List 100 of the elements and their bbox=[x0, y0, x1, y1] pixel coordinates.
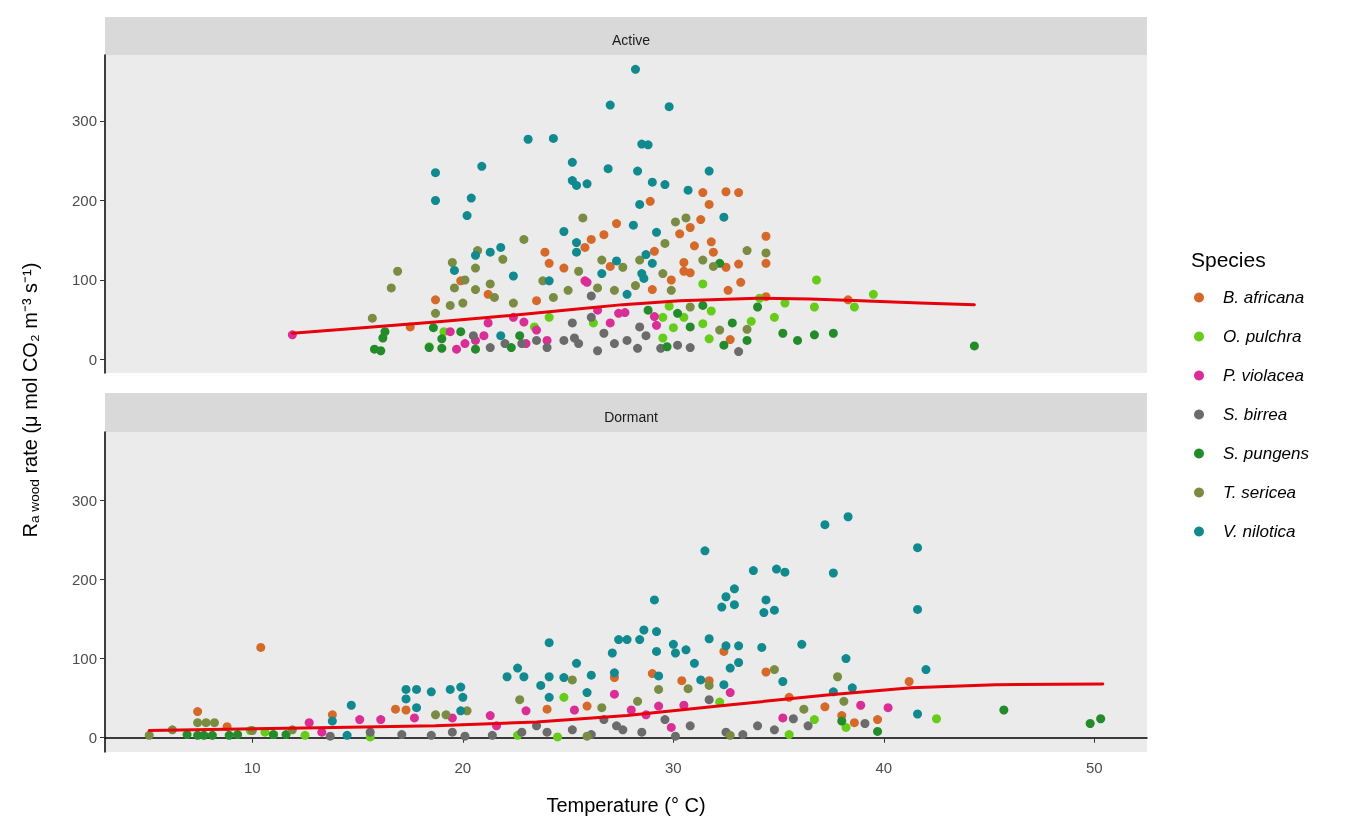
point bbox=[647, 258, 657, 268]
point bbox=[725, 688, 735, 698]
point bbox=[849, 302, 859, 312]
point bbox=[426, 730, 436, 740]
point bbox=[582, 179, 592, 189]
y-tick-label: 0 bbox=[88, 729, 97, 747]
point bbox=[466, 193, 476, 203]
point bbox=[431, 195, 440, 205]
point bbox=[567, 157, 577, 167]
point bbox=[449, 265, 459, 275]
y-tick-label: 200 bbox=[71, 570, 97, 588]
point bbox=[487, 730, 497, 740]
point bbox=[761, 231, 771, 241]
point bbox=[224, 730, 234, 740]
point bbox=[437, 334, 447, 344]
point bbox=[599, 328, 609, 338]
legend-label: O. pulchra bbox=[1223, 327, 1302, 346]
point bbox=[517, 727, 527, 737]
point bbox=[612, 256, 622, 266]
point bbox=[256, 642, 266, 652]
point bbox=[643, 305, 653, 315]
legend-label: V. nilotica bbox=[1223, 522, 1296, 541]
point bbox=[698, 319, 708, 329]
point bbox=[548, 292, 558, 302]
point bbox=[401, 705, 411, 715]
point bbox=[658, 269, 668, 279]
point bbox=[841, 722, 851, 732]
point bbox=[723, 285, 733, 295]
point bbox=[559, 263, 569, 273]
point bbox=[144, 730, 154, 740]
point bbox=[468, 331, 478, 341]
point bbox=[609, 339, 619, 349]
point bbox=[458, 298, 468, 308]
point bbox=[706, 237, 716, 247]
point bbox=[660, 715, 670, 725]
point bbox=[618, 262, 628, 272]
point bbox=[485, 247, 495, 257]
point bbox=[637, 727, 647, 737]
point bbox=[447, 258, 457, 267]
y-tick-label: 100 bbox=[71, 271, 97, 289]
point bbox=[839, 696, 849, 706]
point bbox=[477, 161, 487, 171]
legend-label: B. africana bbox=[1223, 288, 1305, 307]
point bbox=[809, 715, 819, 725]
point bbox=[553, 732, 563, 742]
point bbox=[675, 229, 685, 239]
point bbox=[485, 343, 495, 353]
point bbox=[660, 180, 670, 190]
point bbox=[431, 295, 440, 305]
point bbox=[738, 730, 748, 740]
point bbox=[704, 166, 714, 176]
point bbox=[639, 273, 649, 283]
point bbox=[521, 706, 531, 716]
point bbox=[769, 725, 779, 735]
point bbox=[828, 328, 838, 338]
point bbox=[281, 730, 291, 740]
point bbox=[567, 675, 577, 685]
point bbox=[793, 335, 803, 345]
point bbox=[485, 711, 495, 721]
point bbox=[769, 312, 779, 322]
point bbox=[519, 317, 529, 327]
point bbox=[778, 713, 788, 723]
point bbox=[734, 259, 744, 269]
point bbox=[559, 692, 569, 702]
point bbox=[496, 242, 506, 252]
point bbox=[452, 344, 462, 354]
point bbox=[683, 185, 693, 195]
point bbox=[622, 335, 632, 345]
point bbox=[696, 215, 706, 225]
point bbox=[664, 301, 674, 311]
point bbox=[727, 318, 737, 328]
point bbox=[698, 279, 708, 289]
point bbox=[1085, 718, 1095, 728]
point bbox=[409, 713, 419, 723]
point bbox=[496, 331, 506, 341]
point bbox=[563, 285, 573, 295]
point bbox=[761, 258, 771, 268]
point bbox=[460, 339, 470, 349]
point bbox=[664, 102, 674, 112]
point bbox=[586, 291, 596, 301]
point bbox=[599, 230, 609, 240]
point bbox=[201, 718, 211, 728]
point bbox=[725, 730, 735, 740]
point bbox=[742, 246, 752, 256]
point bbox=[809, 302, 819, 312]
point bbox=[449, 283, 459, 293]
point bbox=[199, 730, 209, 740]
point bbox=[708, 261, 718, 271]
point bbox=[517, 339, 527, 349]
point bbox=[666, 275, 676, 285]
point bbox=[586, 234, 596, 244]
point bbox=[708, 247, 718, 257]
point bbox=[445, 300, 455, 310]
point bbox=[508, 298, 518, 308]
point bbox=[471, 285, 480, 295]
point bbox=[654, 701, 664, 711]
point bbox=[761, 248, 771, 258]
point bbox=[746, 316, 756, 326]
point bbox=[532, 335, 542, 345]
y-tick-label: 200 bbox=[71, 191, 97, 209]
